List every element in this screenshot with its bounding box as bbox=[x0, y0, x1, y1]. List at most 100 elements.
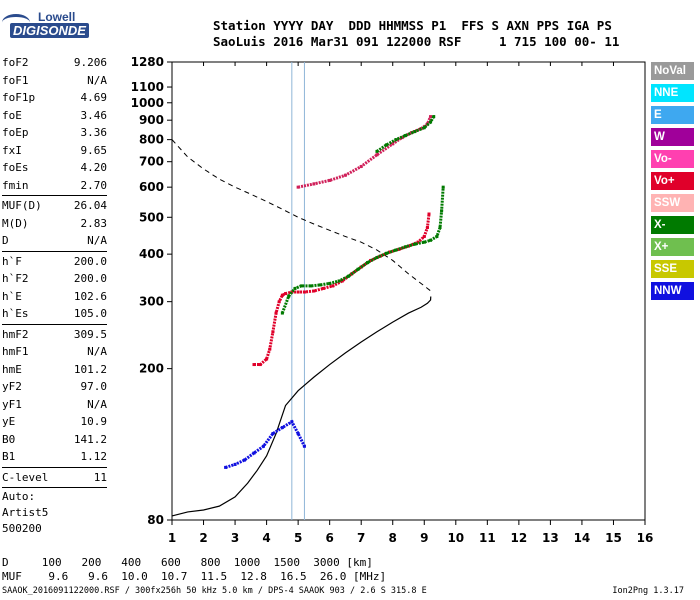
param-key: hmE bbox=[2, 362, 22, 376]
footer-info: SAAOK_2016091122000.RSF / 300fx256h 50 k… bbox=[2, 586, 427, 596]
data-point bbox=[271, 330, 275, 334]
param-value: 10.9 bbox=[80, 415, 108, 428]
param-value: 4.69 bbox=[80, 91, 108, 104]
param-value: 9.65 bbox=[80, 143, 108, 157]
param-row: h`F 200.0 bbox=[2, 253, 107, 271]
param-row: M(D) 2.83 bbox=[2, 215, 107, 233]
param-key: foF1 bbox=[2, 73, 29, 87]
param-row: foE 3.46 bbox=[2, 107, 107, 125]
param-value: 11 bbox=[93, 470, 107, 484]
x-tick-label: 13 bbox=[542, 531, 559, 545]
data-point bbox=[432, 115, 436, 119]
data-point bbox=[233, 462, 237, 466]
trace-line bbox=[280, 187, 445, 314]
data-point bbox=[321, 286, 325, 290]
data-point bbox=[280, 311, 284, 315]
param-row: foF2 9.206 bbox=[2, 54, 107, 72]
param-row: foEs 4.20 bbox=[2, 159, 107, 177]
x-tick-label: 15 bbox=[605, 531, 622, 545]
header-values: SaoLuis 2016 Mar31 091 122000 RSF 1 715 … bbox=[213, 34, 620, 49]
param-row: foEp 3.36 bbox=[2, 124, 107, 142]
data-point bbox=[252, 363, 256, 367]
data-point bbox=[384, 251, 388, 255]
param-key: yF1 bbox=[2, 397, 22, 411]
polarization-legend: NoVal NNE E W Vo- Vo+ SSW X- X+ SSE NNW bbox=[651, 62, 694, 304]
data-point bbox=[328, 281, 332, 285]
param-key: yF2 bbox=[2, 380, 22, 393]
distance-row: D 100 200 400 600 800 1000 1500 3000 [km… bbox=[2, 556, 373, 569]
param-value: N/A bbox=[87, 73, 107, 87]
param-value: 101.2 bbox=[73, 362, 107, 376]
data-point bbox=[290, 290, 294, 294]
y-tick-label: 900 bbox=[139, 113, 164, 127]
data-point bbox=[394, 138, 398, 142]
logo-line1: Lowell bbox=[38, 10, 76, 24]
data-point bbox=[309, 284, 313, 288]
electron-density-profile bbox=[171, 296, 432, 517]
y-tick-label: 400 bbox=[139, 247, 164, 261]
header-labels: Station YYYY DAY DDD HHMMSS P1 FFS S AXN… bbox=[213, 18, 612, 33]
data-point bbox=[243, 458, 247, 462]
data-point bbox=[261, 444, 265, 448]
data-point bbox=[343, 173, 347, 177]
param-key: D bbox=[2, 234, 9, 247]
separator bbox=[2, 487, 107, 488]
distance-muf-table: D 100 200 400 600 800 1000 1500 3000 [km… bbox=[2, 556, 386, 584]
data-point bbox=[274, 311, 278, 315]
data-point bbox=[429, 120, 433, 124]
legend-item: Vo- bbox=[651, 150, 694, 168]
data-point bbox=[224, 465, 228, 469]
auto-label: Auto: bbox=[2, 490, 36, 503]
data-point bbox=[258, 363, 262, 367]
legend-item: NNW bbox=[651, 282, 694, 300]
param-value: 309.5 bbox=[73, 327, 107, 341]
param-key: C-level bbox=[2, 470, 49, 484]
param-row: yF2 97.0 bbox=[2, 378, 107, 396]
data-point bbox=[403, 245, 407, 249]
param-value: 9.206 bbox=[73, 56, 107, 69]
param-key: h`Es bbox=[2, 307, 29, 320]
param-key: foE bbox=[2, 108, 22, 122]
data-point bbox=[312, 182, 316, 186]
data-point bbox=[388, 250, 392, 254]
param-row: B1 1.12 bbox=[2, 448, 107, 466]
param-key: hmF1 bbox=[2, 345, 29, 358]
param-value: 105.0 bbox=[73, 307, 107, 320]
param-value: 141.2 bbox=[73, 432, 107, 446]
version-label: Ion2Png 1.3.17 bbox=[612, 586, 684, 596]
param-row: B0 141.2 bbox=[2, 431, 107, 449]
auto-artist: Artist5 bbox=[2, 506, 49, 519]
data-point bbox=[435, 235, 439, 239]
legend-item: W bbox=[651, 128, 694, 146]
data-point bbox=[384, 143, 388, 147]
param-row: fmin 2.70 bbox=[2, 177, 107, 195]
trace-line bbox=[297, 115, 432, 189]
legend-item: NoVal bbox=[651, 62, 694, 80]
param-value: 102.6 bbox=[73, 289, 107, 303]
data-point bbox=[318, 283, 322, 287]
x-tick-label: 14 bbox=[574, 531, 591, 545]
param-value: 200.0 bbox=[73, 254, 107, 268]
data-point bbox=[277, 300, 281, 304]
param-key: foF2 bbox=[2, 56, 29, 69]
param-key: yE bbox=[2, 415, 16, 428]
param-key: foEs bbox=[2, 161, 29, 174]
separator bbox=[2, 466, 107, 468]
data-point bbox=[375, 255, 379, 259]
data-point bbox=[271, 432, 275, 436]
param-value: 97.0 bbox=[80, 380, 108, 393]
data-point bbox=[375, 153, 379, 157]
param-row: C-level 11 bbox=[2, 469, 107, 487]
data-point bbox=[312, 289, 316, 293]
data-point bbox=[416, 240, 420, 244]
data-point bbox=[299, 284, 303, 288]
param-row: MUF(D) 26.04 bbox=[2, 197, 107, 215]
param-value: 2.83 bbox=[80, 216, 108, 230]
trace-line bbox=[225, 419, 306, 469]
data-point bbox=[293, 286, 297, 290]
legend-item: X+ bbox=[651, 238, 694, 256]
data-point bbox=[302, 444, 306, 448]
x-tick-label: 11 bbox=[479, 531, 496, 545]
data-point bbox=[337, 279, 341, 283]
data-point bbox=[268, 347, 272, 351]
